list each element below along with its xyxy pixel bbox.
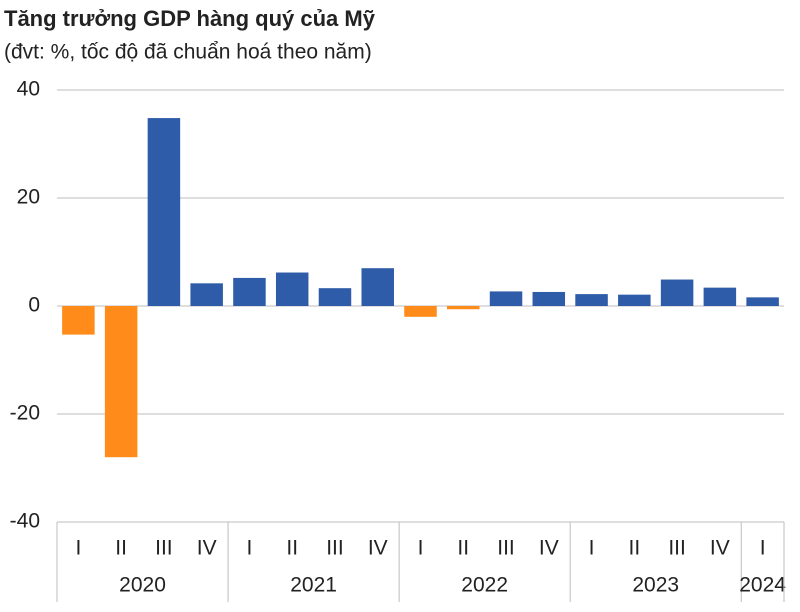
bar (660, 279, 694, 306)
group-label: 2022 (461, 574, 508, 597)
x-tick-label: IV (710, 537, 730, 560)
group-label: 2023 (632, 574, 679, 597)
x-tick-label: IV (368, 537, 388, 560)
y-tick-label: -20 (10, 402, 40, 425)
x-tick-label: II (286, 537, 298, 560)
x-tick-label: IV (539, 537, 559, 560)
x-tick-label: I (760, 537, 766, 560)
y-tick-label: -40 (10, 510, 40, 533)
group-label: 2024 (739, 574, 786, 597)
x-tick-label: I (75, 537, 81, 560)
bar (618, 294, 651, 306)
x-tick-label: I (589, 537, 595, 560)
bar (62, 306, 95, 335)
bar (275, 272, 309, 306)
chart-title: Tăng trưởng GDP hàng quý của Mỹ (4, 6, 376, 31)
y-tick-label: 20 (17, 186, 40, 209)
group-label: 2021 (290, 574, 337, 597)
bar (190, 283, 223, 306)
bar (147, 118, 181, 306)
x-tick-label: IV (197, 537, 217, 560)
bar (575, 294, 608, 306)
bar (361, 268, 394, 306)
y-tick-label: 40 (17, 78, 40, 101)
bar (746, 297, 779, 306)
x-tick-label: I (418, 537, 424, 560)
bar (404, 306, 437, 317)
bar (703, 287, 737, 306)
bar (318, 288, 352, 306)
x-tick-label: II (628, 537, 640, 560)
x-tick-label: III (668, 537, 686, 560)
bar (489, 291, 523, 306)
x-tick-label: III (497, 537, 515, 560)
x-tick-label: II (457, 537, 469, 560)
bar (104, 306, 138, 458)
chart-subtitle: (đvt: %, tốc độ đã chuẩn hoá theo năm) (4, 41, 372, 64)
bar (447, 306, 480, 310)
x-tick-label: I (247, 537, 253, 560)
x-tick-label: II (115, 537, 127, 560)
x-tick-label: III (326, 537, 344, 560)
x-tick-label: III (155, 537, 173, 560)
group-label: 2020 (119, 574, 166, 597)
bar (532, 291, 566, 306)
y-tick-label: 0 (28, 294, 40, 317)
bar (233, 277, 266, 306)
